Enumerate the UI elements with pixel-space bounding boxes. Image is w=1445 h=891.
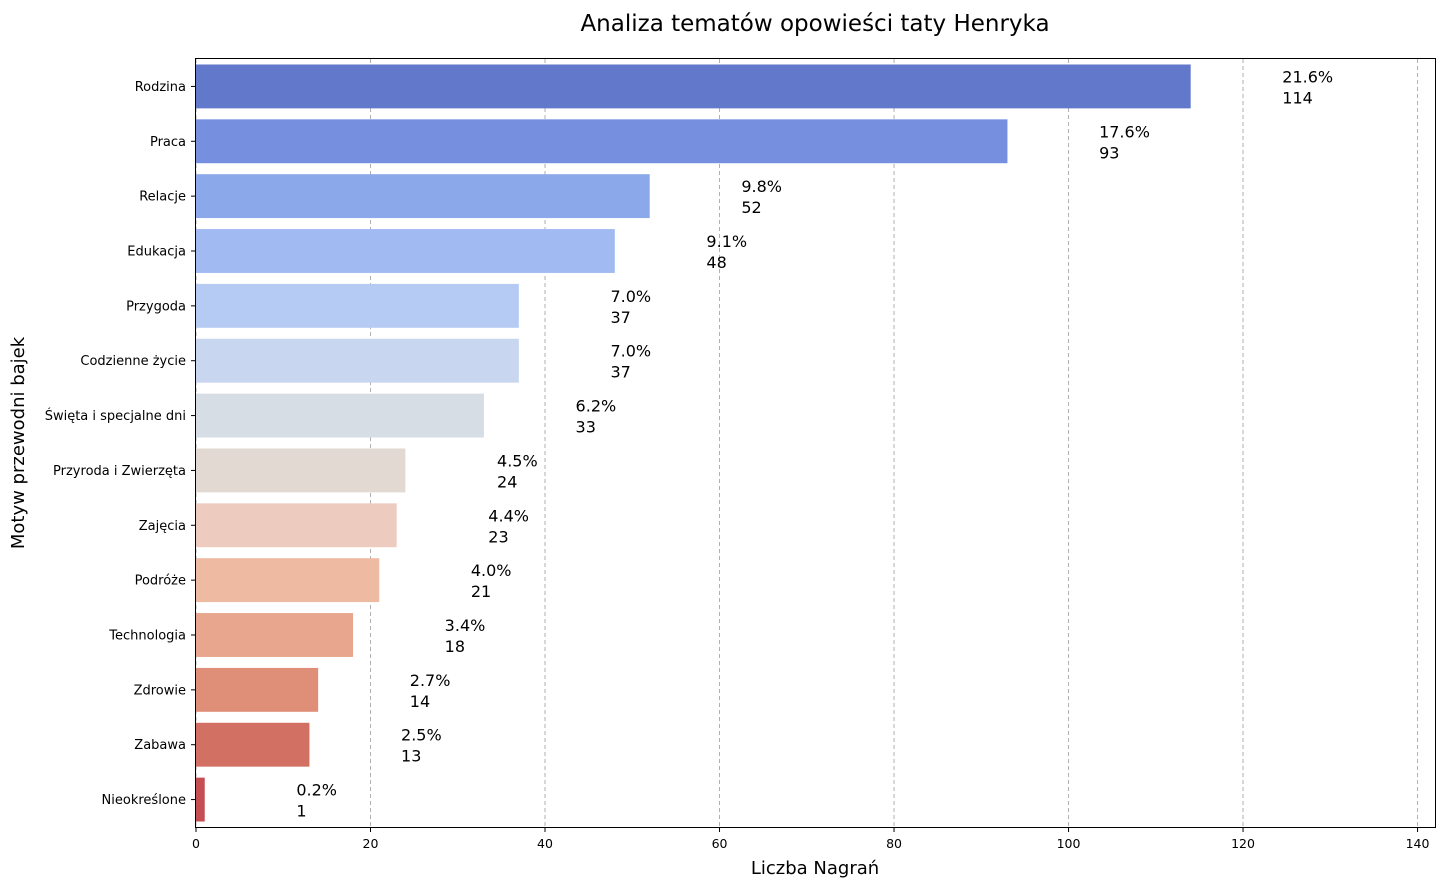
y-tick-label: Przygoda	[126, 299, 186, 314]
y-tick-label: Technologia	[108, 629, 186, 644]
x-tick-label: 100	[1057, 836, 1081, 851]
bar-count-label: 24	[497, 472, 517, 491]
bar-count-label: 1	[296, 802, 306, 821]
bar	[196, 448, 406, 493]
y-tick-label: Przyroda i Zwierzęta	[53, 464, 186, 479]
y-tick-label: Codzienne życie	[80, 354, 186, 369]
bar	[196, 283, 519, 328]
bar-percent-label: 2.7%	[410, 671, 451, 690]
bar-percent-label: 4.0%	[471, 561, 512, 580]
y-tick-label: Zabawa	[134, 738, 186, 753]
bar-count-label: 37	[610, 363, 630, 382]
bar-count-label: 114	[1282, 88, 1313, 107]
y-tick-label: Relacje	[139, 190, 186, 205]
y-axis-ticks: Rodzina Praca Relacje Edukacja Przygoda Codzi…	[45, 80, 196, 808]
bar	[196, 338, 519, 383]
y-tick-label: Praca	[150, 135, 186, 150]
bar	[196, 613, 354, 657]
bar-percent-label: 0.2%	[296, 781, 337, 800]
x-tick-label: 120	[1231, 836, 1255, 851]
bar-count-label: 37	[610, 308, 630, 327]
y-axis-label: Motyw przewodni bajek	[8, 336, 29, 549]
bar-percent-label: 4.5%	[497, 451, 538, 470]
bar-percent-label: 9.8%	[741, 177, 782, 196]
bar-count-label: 93	[1099, 143, 1119, 162]
bar-percent-label: 7.0%	[610, 287, 651, 306]
bar	[196, 393, 484, 438]
y-tick-label: Edukacja	[127, 245, 186, 260]
bar	[196, 64, 1191, 109]
bar-percent-label: 2.5%	[401, 726, 442, 745]
bar-percent-label: 7.0%	[610, 342, 651, 361]
x-tick-label: 0	[192, 836, 200, 851]
y-tick-label: Zajęcia	[139, 519, 186, 534]
bar	[196, 777, 205, 822]
y-tick-label: Zdrowie	[134, 683, 186, 698]
x-tick-label: 20	[363, 836, 379, 851]
bar-count-label: 21	[471, 582, 491, 601]
bar-count-label: 14	[410, 692, 430, 711]
bar-count-label: 23	[488, 527, 508, 546]
bar-percent-label: 9.1%	[706, 232, 747, 251]
bar-count-label: 18	[445, 637, 465, 656]
y-tick-label: Święta i specjalne dni	[45, 408, 186, 424]
bar-count-label: 13	[401, 747, 421, 766]
bar	[196, 174, 650, 219]
bar	[196, 229, 615, 273]
y-tick-label: Rodzina	[135, 80, 186, 95]
data-labels: 21.6%11417.6%939.8%529.1%487.0%377.0%376…	[296, 67, 1333, 820]
bar-count-label: 33	[576, 418, 596, 437]
bar	[196, 722, 310, 767]
y-tick-label: Nieokreślone	[102, 793, 186, 808]
x-tick-label: 40	[537, 836, 553, 851]
bar-count-label: 48	[706, 253, 726, 272]
plot-frame	[195, 58, 1436, 828]
bar-count-label: 52	[741, 198, 761, 217]
x-tick-label: 140	[1406, 836, 1430, 851]
bar	[196, 558, 380, 603]
y-tick-label: Podróże	[135, 574, 186, 589]
bar-percent-label: 21.6%	[1282, 67, 1333, 86]
x-tick-label: 80	[886, 836, 902, 851]
bars	[196, 64, 1191, 822]
bar-percent-label: 4.4%	[488, 506, 529, 525]
x-tick-label: 60	[712, 836, 728, 851]
bar-percent-label: 3.4%	[445, 616, 486, 635]
bar	[196, 503, 397, 548]
chart-title: Analiza tematów opowieści taty Henryka	[580, 11, 1049, 37]
x-axis-ticks: 0 20 40 60 80 100 120 140	[192, 827, 1430, 851]
bar	[196, 119, 1008, 164]
x-axis-label: Liczba Nagrań	[751, 858, 879, 879]
bar-percent-label: 6.2%	[576, 397, 617, 416]
bar-percent-label: 17.6%	[1099, 122, 1150, 141]
bar	[196, 667, 319, 712]
